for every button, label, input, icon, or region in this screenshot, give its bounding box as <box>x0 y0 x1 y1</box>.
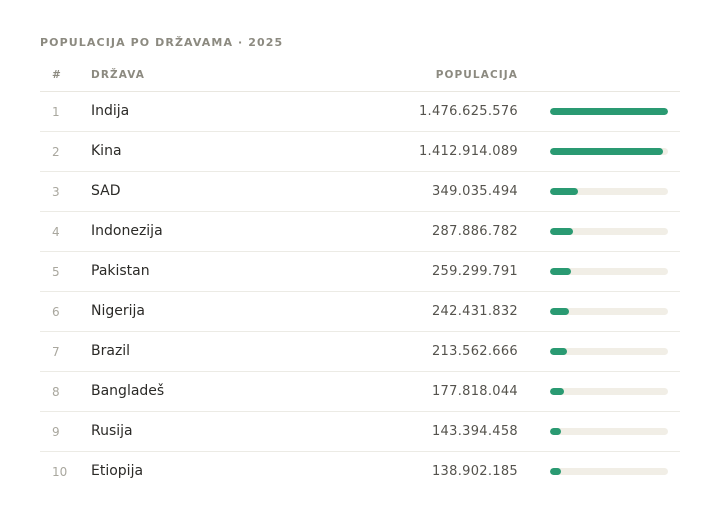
population-bar <box>550 148 663 155</box>
row-country: Nigerija <box>91 303 145 319</box>
population-bar <box>550 468 561 475</box>
panel-title: POPULACIJA PO DRŽAVAMA · 2025 <box>40 36 284 49</box>
population-bar-track <box>550 148 668 155</box>
population-bar-track <box>550 428 668 435</box>
table-row[interactable]: 7 Brazil 213.562.666 <box>40 332 680 372</box>
table-row[interactable]: 5 Pakistan 259.299.791 <box>40 252 680 292</box>
population-bar <box>550 268 571 275</box>
table-row[interactable]: 6 Nigerija 242.431.832 <box>40 292 680 332</box>
row-rank: 8 <box>52 385 60 399</box>
population-bar <box>550 348 567 355</box>
population-bar-track <box>550 108 668 115</box>
row-rank: 9 <box>52 425 60 439</box>
row-rank: 3 <box>52 185 60 199</box>
table-row[interactable]: 10 Etiopija 138.902.185 <box>40 452 680 492</box>
population-bar <box>550 108 668 115</box>
population-bar-track <box>550 188 668 195</box>
row-population: 138.902.185 <box>431 464 518 479</box>
population-bar <box>550 308 569 315</box>
table-row[interactable]: 1 Indija 1.476.625.576 <box>40 92 680 132</box>
population-bar <box>550 228 573 235</box>
row-population: 1.476.625.576 <box>418 104 518 119</box>
table-row[interactable]: 8 Bangladeš 177.818.044 <box>40 372 680 412</box>
population-bar-track <box>550 388 668 395</box>
row-population: 213.562.666 <box>431 344 518 359</box>
row-rank: 10 <box>52 465 68 479</box>
row-population: 177.818.044 <box>431 384 518 399</box>
row-rank: 2 <box>52 145 60 159</box>
row-population: 1.412.914.089 <box>418 144 518 159</box>
row-population: 143.394.458 <box>431 424 518 439</box>
row-country: Indonezija <box>91 223 163 239</box>
column-header-country[interactable]: DRŽAVA <box>91 69 145 81</box>
table-row[interactable]: 2 Kina 1.412.914.089 <box>40 132 680 172</box>
table-body: 1 Indija 1.476.625.576 2 Kina 1.412.914.… <box>40 92 680 492</box>
row-country: Brazil <box>91 343 131 359</box>
row-country: Rusija <box>91 423 133 439</box>
population-bar <box>550 428 561 435</box>
population-table: # DRŽAVA POPULACIJA 1 Indija 1.476.625.5… <box>40 60 680 492</box>
column-header-population[interactable]: POPULACIJA <box>435 69 518 81</box>
population-bar-track <box>550 268 668 275</box>
row-country: Kina <box>91 143 122 159</box>
row-population: 259.299.791 <box>431 264 518 279</box>
row-country: Indija <box>91 103 130 119</box>
table-row[interactable]: 3 SAD 349.035.494 <box>40 172 680 212</box>
row-rank: 4 <box>52 225 60 239</box>
row-rank: 5 <box>52 265 60 279</box>
row-country: Bangladeš <box>91 383 165 399</box>
population-bar <box>550 188 578 195</box>
table-row[interactable]: 4 Indonezija 287.886.782 <box>40 212 680 252</box>
row-rank: 6 <box>52 305 60 319</box>
population-bar <box>550 388 564 395</box>
table-header: # DRŽAVA POPULACIJA <box>40 60 680 92</box>
row-country: Pakistan <box>91 263 150 279</box>
row-rank: 1 <box>52 105 60 119</box>
row-rank: 7 <box>52 345 60 359</box>
table-row[interactable]: 9 Rusija 143.394.458 <box>40 412 680 452</box>
column-header-rank: # <box>52 69 62 81</box>
row-country: Etiopija <box>91 463 144 479</box>
population-bar-track <box>550 228 668 235</box>
row-population: 349.035.494 <box>431 184 518 199</box>
row-population: 242.431.832 <box>431 304 518 319</box>
row-country: SAD <box>91 183 121 199</box>
population-bar-track <box>550 468 668 475</box>
population-bar-track <box>550 308 668 315</box>
row-population: 287.886.782 <box>431 224 518 239</box>
population-bar-track <box>550 348 668 355</box>
